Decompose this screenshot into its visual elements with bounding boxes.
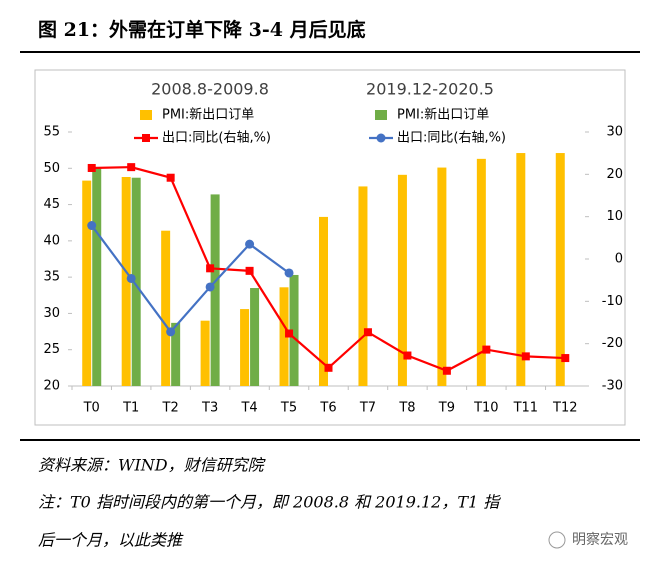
bar (437, 167, 447, 386)
bar (555, 153, 565, 386)
point (166, 173, 175, 182)
x-tick-label: T1 (122, 401, 139, 416)
point (87, 221, 97, 231)
note: 后一个月，以此类推 (38, 531, 184, 550)
y2-tick-label: 20 (606, 167, 623, 182)
y2-tick-label: 30 (606, 125, 623, 140)
point (127, 163, 136, 172)
x-tick-label: T0 (83, 401, 100, 416)
y-tick-label: 40 (43, 233, 60, 248)
x-tick-label: T10 (473, 401, 498, 416)
y2-tick-label: -20 (602, 336, 623, 351)
point (126, 273, 136, 283)
y-tick-label: 45 (43, 197, 60, 212)
point (285, 329, 294, 338)
y-tick-label: 55 (43, 125, 60, 140)
bar (250, 288, 260, 386)
note: 注：T0 指时间段内的第一个月，即 2008.8 和 2019.12，T1 指 (38, 493, 501, 512)
bar (82, 180, 92, 386)
x-tick-label: T4 (240, 401, 257, 416)
point (87, 163, 96, 172)
bar (240, 309, 250, 386)
bar (289, 274, 299, 386)
x-tick-label: T9 (438, 401, 455, 416)
x-tick-label: T12 (552, 401, 577, 416)
bar (92, 168, 102, 386)
source: 资料来源：WIND，财信研究院 (38, 456, 267, 475)
watermark-icon (548, 531, 566, 549)
point (324, 363, 333, 372)
legend-swatch (142, 134, 150, 142)
x-tick-label: T2 (162, 401, 179, 416)
legend-swatch (140, 110, 152, 120)
point (521, 352, 530, 361)
bar (161, 230, 171, 386)
bar (200, 320, 210, 386)
legend-label: PMI:新出口订单 (162, 107, 254, 123)
line (90, 224, 290, 334)
y2-tick-label: -10 (602, 294, 623, 309)
point (561, 354, 570, 363)
y-tick-label: 35 (43, 270, 60, 285)
point (205, 282, 215, 292)
y-tick-label: 30 (43, 306, 60, 321)
bar (121, 176, 131, 386)
y2-tick-label: -30 (602, 379, 623, 394)
x-tick-label: T3 (201, 401, 218, 416)
legend-label: PMI:新出口订单 (397, 107, 489, 123)
x-tick-label: T8 (398, 401, 415, 416)
bar (397, 174, 407, 386)
legend-swatch (376, 133, 386, 143)
point (206, 264, 215, 273)
point (482, 345, 491, 354)
point (403, 351, 412, 360)
x-tick-label: T11 (513, 401, 538, 416)
legend-group: 2008.8-2009.8 (151, 80, 269, 99)
legend-label: 出口:同比(右轴,%) (397, 131, 506, 146)
point (245, 266, 254, 275)
point (284, 268, 294, 278)
y2-tick-label: 0 (615, 252, 623, 267)
bar (210, 194, 220, 386)
watermark: 明察宏观 (572, 531, 628, 548)
y-tick-label: 25 (43, 342, 60, 357)
bar (171, 322, 181, 386)
bar (319, 216, 328, 386)
point (245, 239, 255, 249)
bar (516, 153, 526, 386)
figure-title: 图 21：外需在订单下降 3-4 月后见底 (38, 18, 366, 41)
x-tick-label: T5 (280, 401, 297, 416)
bar (358, 186, 368, 386)
x-tick-label: T6 (319, 401, 336, 416)
y2-tick-label: 10 (606, 209, 623, 224)
point (166, 327, 176, 337)
point (363, 328, 372, 337)
bar (279, 287, 289, 386)
x-tick-label: T7 (359, 401, 376, 416)
legend-label: 出口:同比(右轴,%) (162, 131, 271, 146)
legend-group: 2019.12-2020.5 (366, 80, 494, 99)
bar (476, 158, 486, 386)
legend-swatch (375, 110, 387, 120)
point (442, 366, 451, 375)
bar (131, 177, 141, 386)
y-tick-label: 50 (43, 161, 60, 176)
y-tick-label: 20 (43, 379, 60, 394)
